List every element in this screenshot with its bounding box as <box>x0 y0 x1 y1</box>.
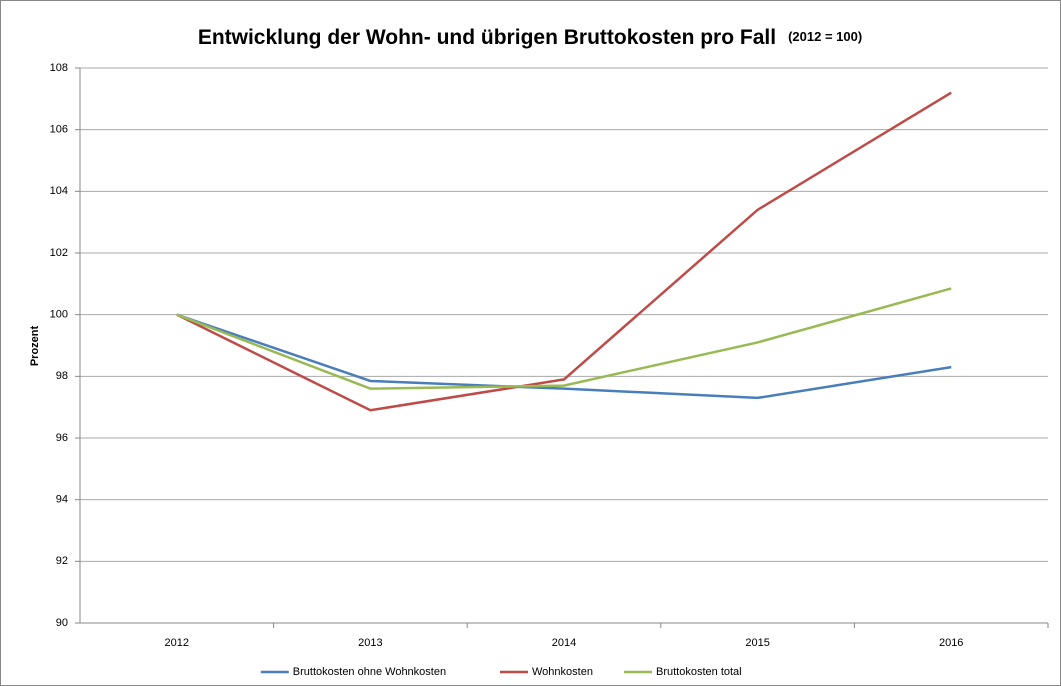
y-tick-label: 108 <box>50 62 68 74</box>
legend-label: Bruttokosten ohne Wohnkosten <box>293 666 446 678</box>
y-tick-label: 106 <box>50 124 68 136</box>
y-tick-label: 94 <box>56 494 68 506</box>
line-series <box>176 287 952 390</box>
x-tick-label: 2013 <box>358 637 382 649</box>
x-tick-label: 2015 <box>745 637 769 649</box>
x-tick-label: 2014 <box>552 637 576 649</box>
y-tick-label: 92 <box>56 555 68 567</box>
line-series <box>176 313 952 400</box>
x-tick-label: 2012 <box>165 637 189 649</box>
title: Entwicklung der Wohn- und übrigen Brutto… <box>198 26 776 49</box>
y-tick-label: 96 <box>56 432 68 444</box>
legend-label: Bruttokosten total <box>656 666 742 678</box>
x-tick-label: 2016 <box>939 637 963 649</box>
legend-label: Wohnkosten <box>532 666 593 678</box>
y-tick-label: 90 <box>56 617 68 629</box>
y-tick-label: 102 <box>50 247 68 259</box>
y-axis-label: Prozent <box>29 325 41 366</box>
y-tick-label: 98 <box>56 370 68 382</box>
y-tick-label: 100 <box>50 309 68 321</box>
subtitle: (2012 = 100) <box>788 29 862 44</box>
line-series <box>176 91 952 412</box>
chart-title: Entwicklung der Wohn- und übrigen Brutto… <box>198 26 862 49</box>
y-tick-label: 104 <box>50 185 68 197</box>
